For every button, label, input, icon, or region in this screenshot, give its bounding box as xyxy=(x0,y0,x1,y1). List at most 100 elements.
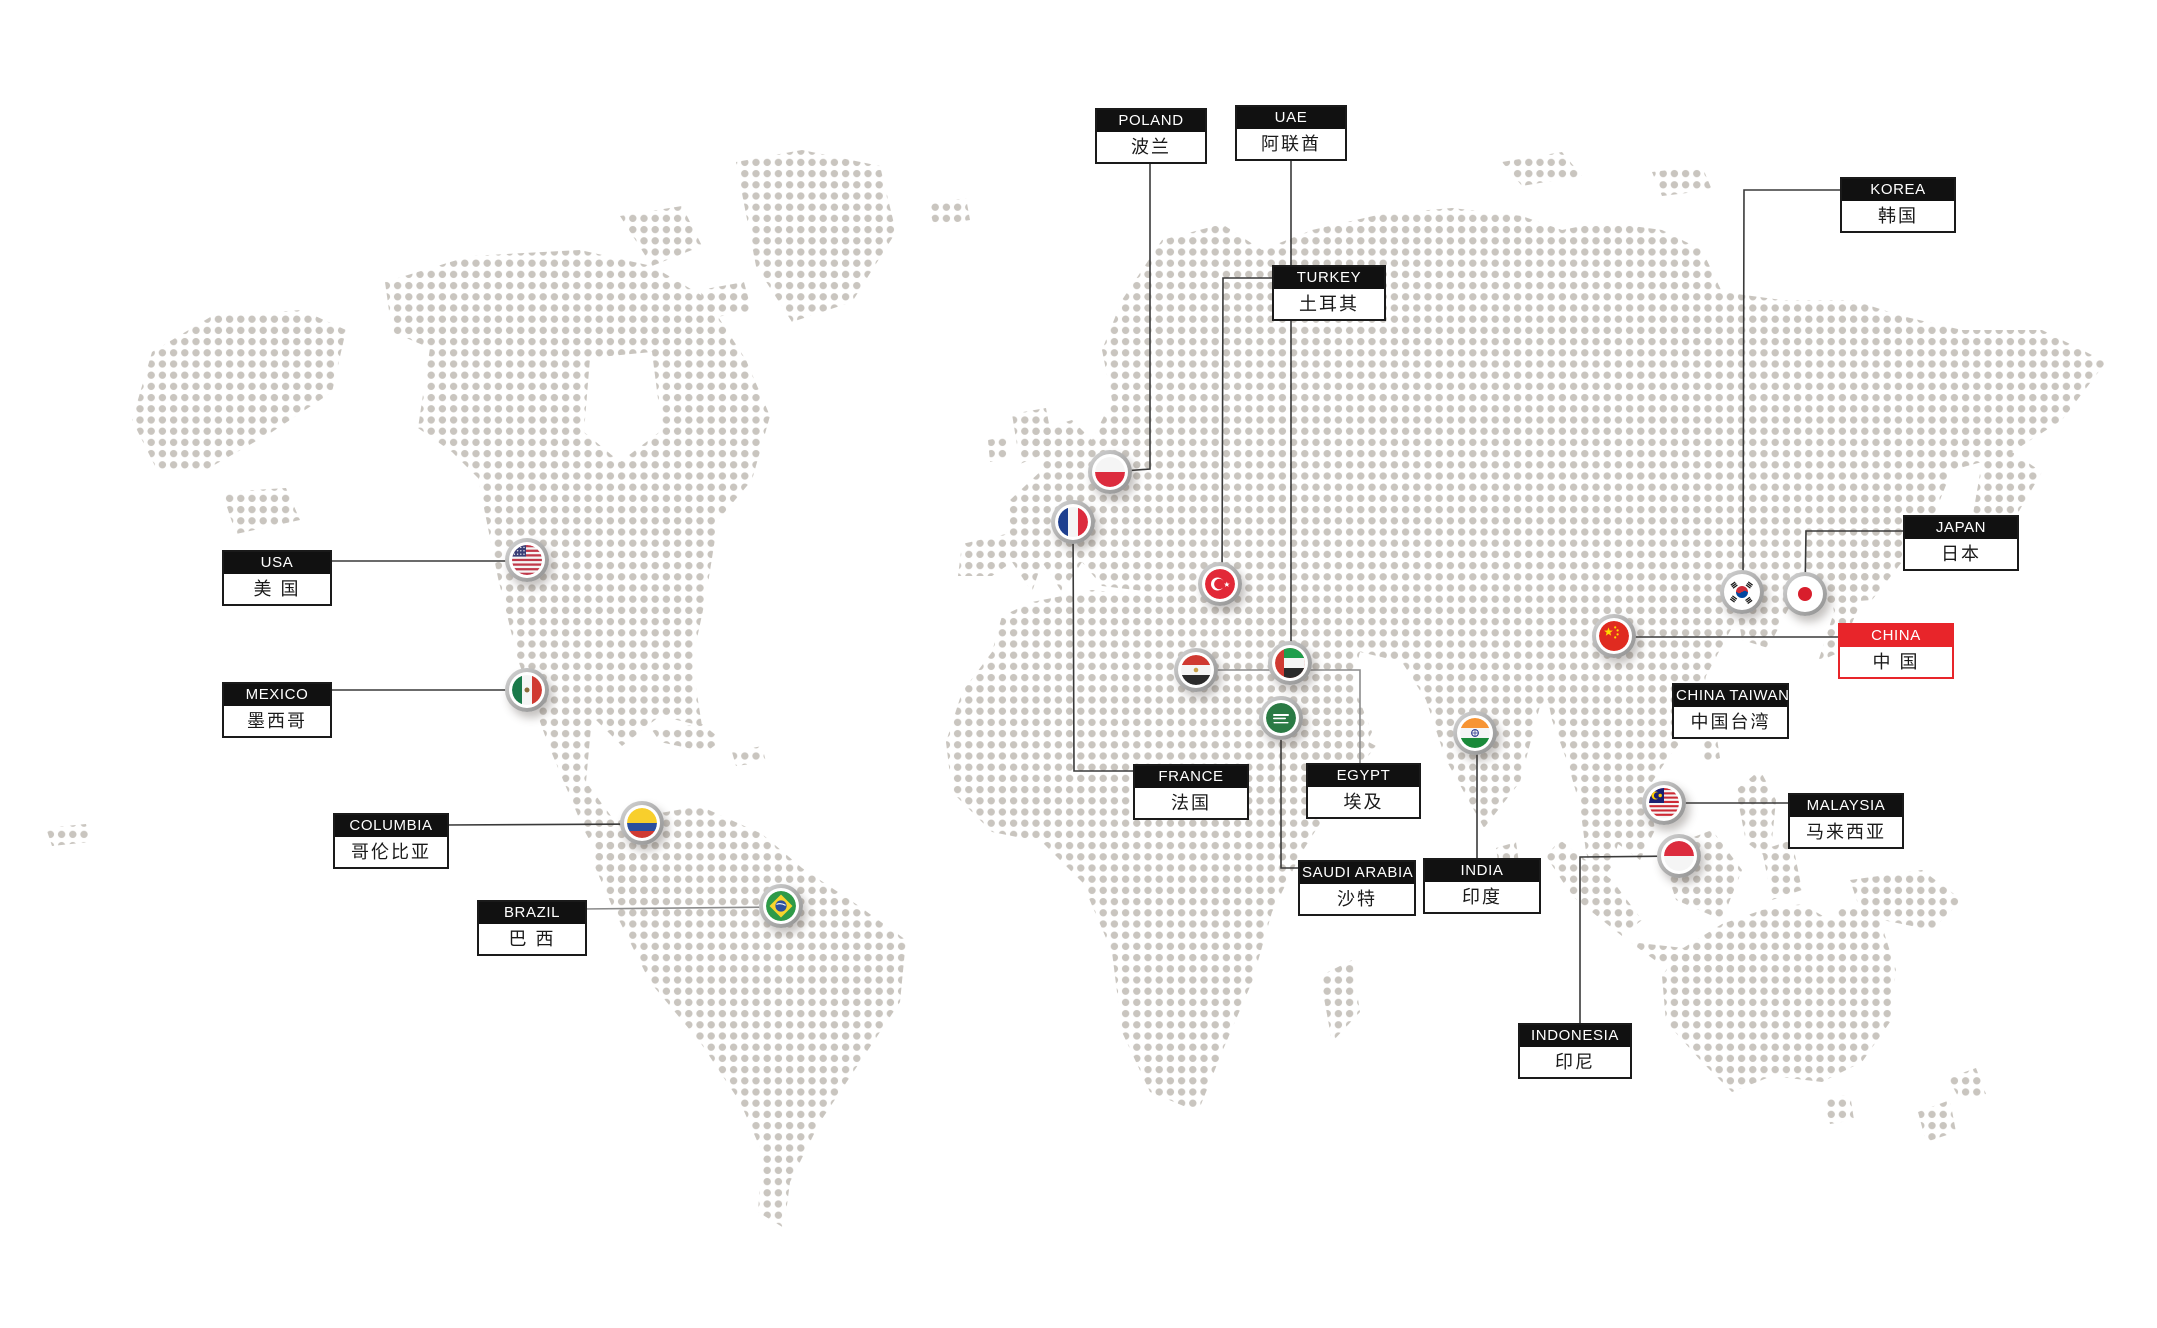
pin-uae xyxy=(1268,641,1312,685)
pin-ring xyxy=(1272,645,1308,681)
pin-china xyxy=(1592,614,1636,658)
island-ireland xyxy=(988,436,1010,462)
label-china: CHINA 中 国 xyxy=(1838,623,1954,679)
label-egypt-zh: 埃及 xyxy=(1308,787,1419,817)
label-poland-zh: 波兰 xyxy=(1097,132,1205,162)
brazil-flag-icon xyxy=(766,891,796,921)
pin-columbia xyxy=(620,801,664,845)
label-france: FRANCE 法国 xyxy=(1133,764,1249,820)
label-turkey-zh: 土耳其 xyxy=(1274,289,1384,319)
pin-mexico xyxy=(505,668,549,712)
saudi-arabia-flag-icon xyxy=(1266,703,1296,733)
island-new-guinea xyxy=(1850,870,1962,930)
usa-flag-icon xyxy=(512,545,542,575)
label-brazil: BRAZIL 巴 西 xyxy=(477,900,587,956)
pin-ring xyxy=(763,888,799,924)
japan-flag-icon xyxy=(1790,579,1820,609)
malaysia-flag-icon xyxy=(1649,788,1679,818)
island-hokkaido xyxy=(1856,514,1896,556)
label-china-en: CHINA xyxy=(1840,625,1952,647)
island-iceland xyxy=(928,198,970,226)
pin-france xyxy=(1051,500,1095,544)
leader-line-indonesia xyxy=(1579,855,1680,1023)
label-japan: JAPAN 日本 xyxy=(1903,515,2019,571)
pin-ring xyxy=(624,805,660,841)
label-usa-zh: 美 国 xyxy=(224,574,330,604)
label-turkey: TURKEY 土耳其 xyxy=(1272,265,1386,321)
pin-ring xyxy=(1092,454,1128,490)
label-india-en: INDIA xyxy=(1425,860,1539,882)
china-flag-icon xyxy=(1599,621,1629,651)
pin-malaysia xyxy=(1642,781,1686,825)
continent-alaska xyxy=(132,310,346,472)
label-usa: USA 美 国 xyxy=(222,550,332,606)
island-alaska-peninsula xyxy=(222,488,300,534)
label-columbia-zh: 哥伦比亚 xyxy=(335,837,447,867)
label-uae-zh: 阿联酋 xyxy=(1237,129,1345,159)
island-greenland xyxy=(736,150,896,322)
pin-indonesia xyxy=(1657,834,1701,878)
label-india: INDIA 印度 xyxy=(1423,858,1541,914)
label-france-en: FRANCE xyxy=(1135,766,1247,788)
pin-ring xyxy=(1457,715,1493,751)
turkey-flag-icon xyxy=(1205,569,1235,599)
label-turkey-en: TURKEY xyxy=(1274,267,1384,289)
label-uae-en: UAE xyxy=(1237,107,1345,129)
label-china-taiwan-en: CHINA TAIWAN xyxy=(1674,685,1789,707)
islands-philippines xyxy=(1736,770,1776,860)
island-sumatra xyxy=(1546,840,1642,936)
label-mexico: MEXICO 墨西哥 xyxy=(222,682,332,738)
india-flag-icon xyxy=(1460,718,1490,748)
pin-ring xyxy=(1055,504,1091,540)
island-new-zealand-north xyxy=(1948,1068,1986,1100)
label-brazil-en: BRAZIL xyxy=(479,902,585,924)
pin-ring xyxy=(1646,785,1682,821)
france-flag-icon xyxy=(1058,507,1088,537)
pin-korea xyxy=(1720,570,1764,614)
island-tasmania xyxy=(1824,1094,1854,1124)
egypt-flag-icon xyxy=(1181,655,1211,685)
continent-eurasia xyxy=(958,208,2106,886)
pin-ring xyxy=(1202,566,1238,602)
label-korea-zh: 韩国 xyxy=(1842,201,1954,231)
continent-north-america xyxy=(385,250,770,906)
label-saudi-arabia: SAUDI ARABIA 沙特 xyxy=(1298,860,1416,916)
islands-pacific xyxy=(46,824,90,846)
islands-canadian-arctic-2 xyxy=(700,282,752,318)
islands-caribbean xyxy=(652,724,722,752)
label-india-zh: 印度 xyxy=(1425,882,1539,912)
pin-saudi-arabia xyxy=(1259,696,1303,740)
leader-line-columbia xyxy=(444,823,643,826)
leader-line-france xyxy=(1072,521,1133,772)
label-brazil-zh: 巴 西 xyxy=(479,924,585,954)
pin-poland xyxy=(1088,450,1132,494)
label-usa-en: USA xyxy=(224,552,330,574)
island-taiwan xyxy=(1700,732,1720,764)
label-columbia: COLUMBIA 哥伦比亚 xyxy=(333,813,449,869)
leader-line-korea xyxy=(1742,189,1840,593)
islands-siberian-arctic xyxy=(1502,152,1582,186)
label-indonesia-zh: 印尼 xyxy=(1520,1047,1630,1077)
label-columbia-en: COLUMBIA xyxy=(335,815,447,837)
pin-ring xyxy=(509,542,545,578)
leader-line-poland xyxy=(1109,160,1151,473)
label-egypt: EGYPT 埃及 xyxy=(1306,763,1421,819)
pin-brazil xyxy=(759,884,803,928)
label-mexico-en: MEXICO xyxy=(224,684,330,706)
poland-flag-icon xyxy=(1095,457,1125,487)
leader-line-egypt xyxy=(1196,669,1361,763)
pin-japan xyxy=(1783,572,1827,616)
pin-ring xyxy=(1596,618,1632,654)
label-malaysia: MALAYSIA 马来西亚 xyxy=(1788,793,1904,849)
continent-australia xyxy=(1662,904,1896,1092)
label-france-zh: 法国 xyxy=(1135,788,1247,818)
pin-egypt xyxy=(1174,648,1218,692)
mexico-flag-icon xyxy=(512,675,542,705)
pin-ring xyxy=(1178,652,1214,688)
label-korea: KOREA 韩国 xyxy=(1840,177,1956,233)
island-sulawesi xyxy=(1762,840,1802,900)
island-madagascar xyxy=(1320,960,1360,1042)
islands-caribbean-2 xyxy=(732,746,766,766)
label-saudi-arabia-en: SAUDI ARABIA xyxy=(1300,862,1414,884)
label-egypt-en: EGYPT xyxy=(1308,765,1419,787)
